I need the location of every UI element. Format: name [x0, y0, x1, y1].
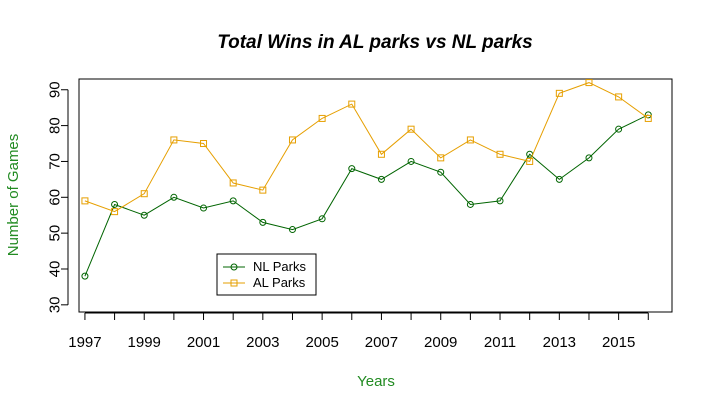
data-point	[437, 168, 445, 176]
x-tick-label: 2005	[305, 334, 338, 351]
x-tick-label: 2015	[602, 334, 635, 351]
data-point	[407, 125, 415, 133]
data-point	[555, 175, 563, 183]
x-tick-label: 2003	[246, 334, 279, 351]
data-point	[318, 215, 326, 223]
data-point	[81, 197, 89, 205]
data-point	[407, 157, 415, 165]
data-point	[288, 136, 296, 144]
x-tick-label: 1997	[68, 334, 101, 351]
data-point	[555, 89, 563, 97]
data-point	[170, 136, 178, 144]
y-tick-label: 30	[46, 296, 63, 313]
data-point	[259, 218, 267, 226]
y-tick-label: 40	[46, 261, 63, 278]
plot-frame	[78, 78, 673, 313]
data-point	[229, 197, 237, 205]
y-axis-title: Number of Games	[5, 134, 22, 257]
data-point	[496, 197, 504, 205]
legend-box	[216, 253, 317, 296]
y-tick-label: 50	[46, 225, 63, 242]
chart-title: Total Wins in AL parks vs NL parks	[217, 32, 533, 53]
data-point	[111, 200, 119, 208]
data-point	[348, 165, 356, 173]
data-point	[526, 157, 534, 165]
x-tick-label: 2001	[187, 334, 220, 351]
y-tick-label: 80	[46, 117, 63, 134]
legend-label: NL Parks	[253, 259, 306, 274]
y-tick-label: 70	[46, 153, 63, 170]
x-tick-label: 2007	[365, 334, 398, 351]
data-point	[200, 204, 208, 212]
legend-label: AL Parks	[253, 275, 306, 290]
data-point	[437, 154, 445, 162]
data-point	[348, 100, 356, 108]
legend-marker	[230, 263, 238, 271]
x-tick-label: 2013	[543, 334, 576, 351]
series-layer	[81, 79, 652, 280]
data-point	[496, 150, 504, 158]
series-line	[84, 82, 649, 213]
data-point	[377, 175, 385, 183]
data-point	[585, 154, 593, 162]
x-tick-label: 2009	[424, 334, 457, 351]
data-point	[466, 200, 474, 208]
y-axis: 30 40 50 60 70 80 90	[46, 81, 69, 313]
data-point	[644, 114, 652, 122]
data-point	[377, 150, 385, 158]
series-line	[84, 114, 649, 277]
series-1	[81, 111, 652, 280]
data-point	[140, 190, 148, 198]
data-point	[140, 211, 148, 219]
legend-marker	[230, 279, 238, 287]
x-tick-label: 2011	[484, 334, 516, 351]
data-point	[170, 193, 178, 201]
x-axis-title: Years	[357, 373, 395, 390]
data-point	[229, 179, 237, 187]
data-point	[81, 272, 89, 280]
data-point	[466, 136, 474, 144]
data-point	[615, 125, 623, 133]
x-axis: 1997 1999 2001 2003 2005 2007 2009 2011 2013 2015	[68, 312, 649, 351]
y-tick-label: 60	[46, 189, 63, 206]
y-tick-label: 90	[46, 81, 63, 98]
data-point	[585, 79, 593, 87]
data-point	[259, 186, 267, 194]
data-point	[288, 226, 296, 234]
data-point	[200, 140, 208, 148]
data-point	[318, 114, 326, 122]
series-2	[81, 79, 652, 216]
x-tick-label: 1999	[128, 334, 161, 351]
data-point	[615, 93, 623, 101]
data-point	[111, 208, 119, 216]
